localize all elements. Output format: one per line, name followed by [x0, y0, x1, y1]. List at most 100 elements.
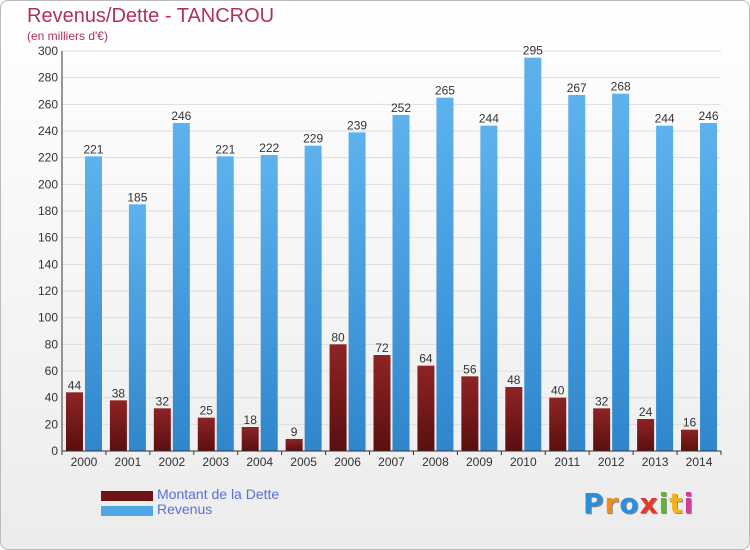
bar-revenus: [700, 123, 718, 451]
proxiti-logo: Proxiti: [583, 487, 694, 520]
logo-letter: t: [669, 487, 684, 520]
data-label-revenus: 221: [215, 142, 235, 156]
bar-debt: [681, 429, 699, 451]
logo-letter: o: [619, 487, 640, 520]
value-labels: 44 221 38 185 32 246 25 221 18 222 9 229 80 239 72 252 6…: [68, 44, 719, 439]
bar-revenus: [84, 156, 102, 452]
y-tick-label: 80: [45, 337, 59, 351]
y-tick-label: 240: [38, 124, 58, 138]
y-tick-label: 260: [38, 97, 58, 111]
bar-revenus: [568, 95, 586, 451]
bar-debt: [241, 427, 259, 451]
bar-debt: [461, 376, 479, 451]
legend-swatch-debt: [101, 491, 153, 501]
data-label-revenus: 268: [611, 80, 631, 94]
x-tick-label: 2001: [115, 455, 142, 469]
data-label-debt: 56: [463, 362, 477, 376]
data-label-revenus: 239: [347, 118, 367, 132]
bar-revenus: [348, 132, 366, 452]
x-tick-label: 2005: [290, 455, 317, 469]
data-label-debt: 16: [683, 416, 697, 430]
data-label-revenus: 252: [391, 101, 411, 115]
bar-revenus: [392, 115, 410, 451]
y-tick-label: 40: [45, 391, 59, 405]
grid: [62, 50, 721, 452]
legend-label-debt: Montant de la Dette: [157, 486, 280, 502]
bar-revenus: [216, 156, 234, 452]
data-label-debt: 48: [507, 373, 521, 387]
bar-revenus: [480, 125, 498, 452]
data-label-debt: 72: [375, 341, 389, 355]
bar-debt: [549, 397, 567, 451]
bar-debt: [593, 408, 611, 451]
bar-revenus: [524, 57, 542, 452]
bar-debt: [153, 408, 171, 451]
data-label-debt: 64: [419, 352, 433, 366]
x-tick-label: 2008: [422, 455, 449, 469]
x-tick-label: 2002: [158, 455, 185, 469]
x-tick-label: 2004: [246, 455, 273, 469]
y-tick-label: 160: [38, 231, 58, 245]
legend-swatch-revenus: [101, 506, 153, 516]
bar-debt: [197, 417, 215, 451]
bar-debt: [373, 355, 391, 451]
bar-revenus: [172, 123, 190, 451]
x-tick-label: 2011: [554, 455, 580, 469]
y-tick-label: 140: [38, 257, 58, 271]
data-label-revenus: 246: [699, 109, 719, 123]
bar-revenus: [304, 145, 322, 451]
data-label-debt: 32: [595, 394, 609, 408]
x-tick-label: 2009: [466, 455, 493, 469]
bar-revenus: [612, 93, 630, 452]
y-tick-label: 0: [51, 444, 58, 458]
bar-revenus: [128, 204, 146, 451]
y-tick-label: 220: [38, 151, 58, 165]
data-label-debt: 80: [331, 330, 345, 344]
chart-subtitle: (en milliers d'€): [27, 29, 108, 43]
data-label-debt: 44: [68, 378, 82, 392]
y-tick-label: 60: [45, 364, 59, 378]
y-tick-label: 100: [38, 311, 58, 325]
y-tick-label: 120: [38, 284, 58, 298]
data-label-debt: 25: [200, 404, 214, 418]
data-label-debt: 40: [551, 384, 565, 398]
data-label-debt: 9: [291, 425, 298, 439]
logo-letter: i: [683, 487, 695, 520]
x-tick-label: 2003: [202, 455, 229, 469]
bar-revenus: [656, 125, 674, 452]
data-label-revenus: 295: [523, 44, 543, 58]
data-label-debt: 38: [112, 386, 126, 400]
y-tick-label: 280: [38, 71, 58, 85]
bar-debt: [285, 439, 303, 451]
data-label-revenus: 229: [303, 132, 323, 146]
bar-debt: [65, 392, 83, 451]
data-label-revenus: 185: [127, 190, 147, 204]
data-label-revenus: 244: [479, 112, 499, 126]
chart-title: Revenus/Dette - TANCROU: [27, 5, 275, 27]
x-tick-label: 2010: [510, 455, 537, 469]
data-label-revenus: 244: [655, 112, 675, 126]
bar-revenus: [436, 97, 454, 452]
bar-debt: [505, 387, 523, 451]
y-tick-label: 300: [38, 44, 58, 58]
bar-revenus: [260, 155, 278, 451]
logo-letter: P: [583, 487, 605, 520]
bar-debt: [637, 419, 655, 451]
data-label-debt: 24: [639, 405, 653, 419]
logo-letter: r: [604, 487, 620, 520]
x-tick-label: 2012: [598, 455, 625, 469]
axes: 0 20 40 60 80 100 120 140 160 180 200 220 240 260 280 3…: [38, 44, 722, 469]
data-label-revenus: 267: [567, 81, 587, 95]
bar-debt: [417, 365, 435, 451]
legend-label-revenus: Revenus: [157, 501, 213, 517]
bar-debt: [329, 344, 347, 451]
data-label-revenus: 221: [83, 142, 103, 156]
y-tick-label: 180: [38, 204, 58, 218]
data-label-revenus: 246: [171, 109, 191, 123]
data-label-revenus: 222: [259, 141, 279, 155]
x-tick-label: 2007: [378, 455, 405, 469]
y-tick-label: 200: [38, 177, 58, 191]
x-tick-label: 2000: [71, 455, 98, 469]
